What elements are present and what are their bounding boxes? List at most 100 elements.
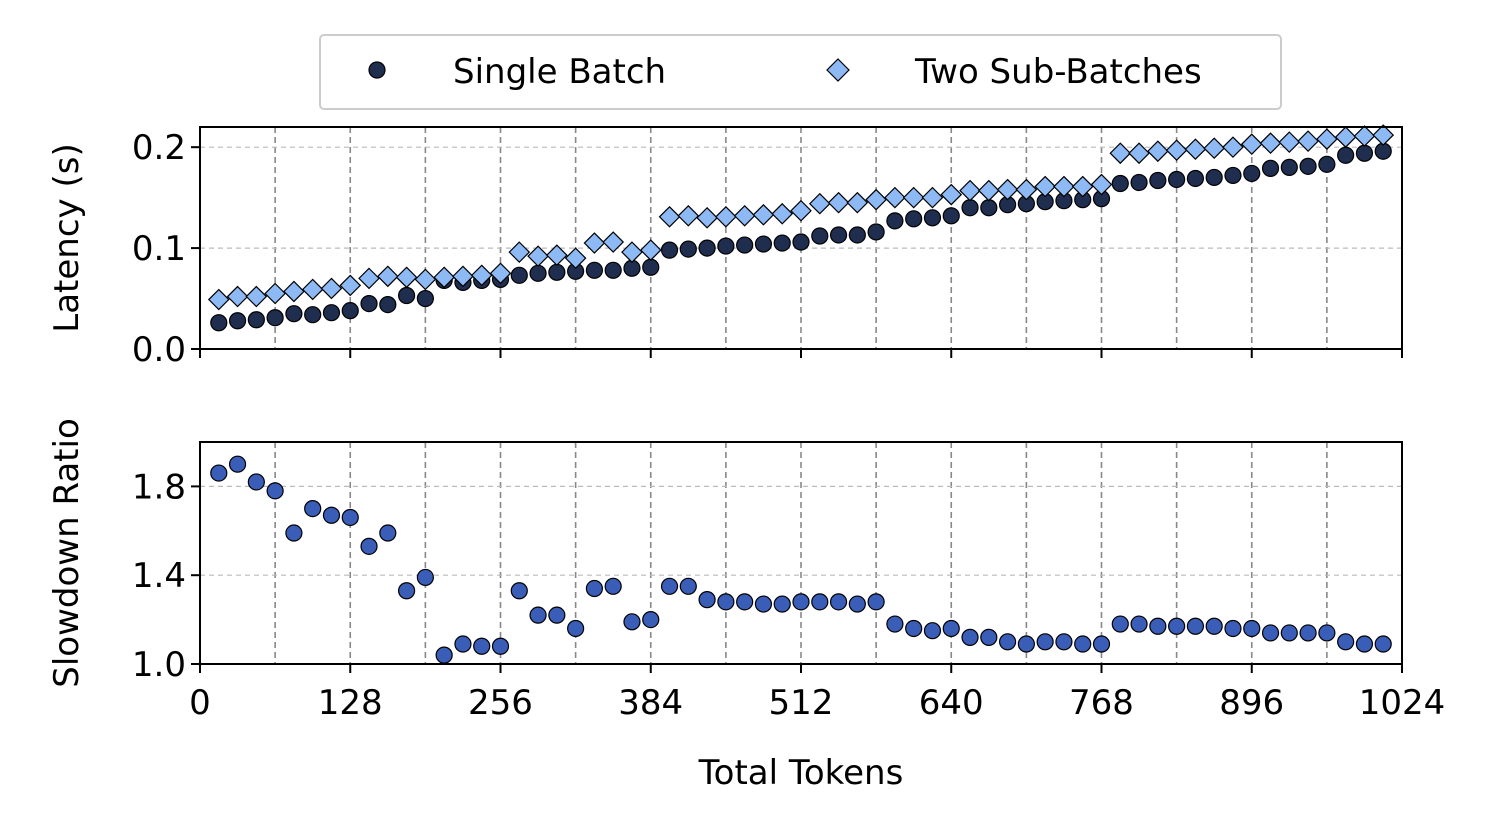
latency-point-single-batch — [1355, 144, 1374, 162]
slowdown-point-series — [1205, 617, 1223, 635]
slowdown-point-series — [1074, 635, 1092, 653]
latency-point-two-sub-batches — [1240, 133, 1263, 156]
slowdown-point-series — [341, 508, 359, 527]
slowdown-point-series — [1186, 617, 1205, 635]
latency-point-two-sub-batches — [959, 179, 981, 202]
latency-point-two-sub-batches — [376, 265, 399, 288]
slowdown-point-series — [660, 577, 679, 595]
latency-point-two-sub-batches — [940, 183, 963, 206]
slowdown-point-series — [1318, 624, 1336, 642]
latency-point-single-batch — [1224, 166, 1242, 185]
slowdown-point-series — [942, 619, 960, 638]
legend-label-two-sub-batches: Two Sub-Batches — [914, 52, 1202, 92]
slowdown-point-series — [1224, 619, 1242, 638]
latency-point-two-sub-batches — [996, 178, 1019, 201]
slowdown-point-series — [1036, 633, 1054, 651]
latency-point-two-sub-batches — [808, 192, 831, 215]
slowdown-point-series — [679, 577, 697, 595]
latency-point-single-batch — [360, 294, 378, 313]
latency-point-single-batch — [886, 212, 904, 230]
latency-point-single-batch — [341, 302, 359, 320]
latency-point-single-batch — [923, 209, 942, 227]
latency-point-single-batch — [416, 289, 434, 308]
slowdown-point-series — [1299, 624, 1317, 642]
slowdown-xtick-label: 640 — [919, 683, 984, 723]
latency-point-single-batch — [792, 233, 810, 251]
legend-box — [319, 34, 1282, 110]
slowdown-point-series — [548, 606, 566, 624]
slowdown-xtick-label: 896 — [1219, 683, 1284, 723]
latency-point-two-sub-batches — [1015, 178, 1038, 201]
latency-point-two-sub-batches — [414, 268, 437, 291]
slowdown-y-axis-title: Slowdown Ratio — [47, 418, 87, 687]
latency-point-single-batch — [642, 258, 660, 276]
latency-point-single-batch — [1337, 146, 1355, 164]
latency-point-single-batch — [322, 304, 341, 322]
latency-point-two-sub-batches — [715, 205, 737, 228]
latency-point-single-batch — [1261, 159, 1280, 177]
latency-panel: 0.0 0.1 0.2 Latency (s) — [47, 124, 1403, 370]
slowdown-point-series — [1243, 619, 1261, 638]
slowdown-point-series — [1111, 615, 1129, 633]
latency-point-two-sub-batches — [245, 285, 268, 308]
slowdown-xtick-label: 128 — [318, 683, 383, 723]
latency-point-two-sub-batches — [1146, 140, 1169, 163]
latency-point-two-sub-batches — [470, 264, 493, 287]
latency-point-two-sub-batches — [1316, 128, 1338, 150]
latency-point-two-sub-batches — [583, 232, 606, 254]
latency-point-single-batch — [228, 312, 247, 330]
latency-point-two-sub-batches — [921, 186, 944, 209]
legend-label-single-batch: Single Batch — [453, 52, 666, 92]
slowdown-point-series — [247, 473, 265, 491]
latency-point-two-sub-batches — [846, 191, 869, 214]
latency-point-two-sub-batches — [1222, 136, 1244, 159]
legend-marker-two-sub-batches — [826, 58, 850, 82]
slowdown-xtick-label: 1024 — [1359, 683, 1446, 723]
latency-point-single-batch — [848, 226, 866, 244]
slowdown-point-series — [754, 595, 773, 613]
latency-point-single-batch — [660, 241, 679, 259]
latency-point-single-batch — [604, 261, 622, 279]
latency-point-single-batch — [1280, 158, 1298, 176]
latency-point-two-sub-batches — [1184, 138, 1207, 161]
legend: Single Batch Two Sub-Batches — [319, 34, 1282, 110]
slowdown-point-series — [867, 593, 885, 611]
latency-point-single-batch — [397, 286, 416, 305]
latency-point-single-batch — [1186, 169, 1205, 188]
latency-point-single-batch — [905, 210, 923, 228]
slowdown-xtick-label: 512 — [769, 683, 834, 723]
latency-point-two-sub-batches — [1128, 142, 1150, 165]
latency-point-two-sub-batches — [1353, 125, 1376, 147]
latency-point-single-batch — [867, 223, 885, 241]
latency-point-single-batch — [698, 239, 716, 257]
latency-ytick-label: 0.0 — [132, 330, 186, 370]
latency-point-single-batch — [942, 207, 960, 225]
latency-point-two-sub-batches — [771, 202, 794, 225]
latency-point-two-sub-batches — [564, 247, 587, 270]
latency-point-two-sub-batches — [752, 203, 775, 226]
latency-ticks: 0.0 0.1 0.2 — [132, 128, 1403, 370]
latency-point-single-batch — [736, 236, 754, 254]
latency-point-two-sub-batches — [527, 245, 549, 268]
latency-point-single-batch — [379, 296, 397, 314]
latency-point-two-sub-batches — [339, 274, 362, 297]
latency-point-two-sub-batches — [602, 231, 625, 253]
latency-point-single-batch — [829, 226, 848, 244]
slowdown-point-series — [1261, 624, 1280, 642]
latency-point-single-batch — [1205, 168, 1223, 187]
latency-point-two-sub-batches — [1090, 173, 1113, 196]
latency-point-two-sub-batches — [264, 282, 286, 305]
latency-point-two-sub-batches — [489, 262, 512, 285]
latency-point-two-sub-batches — [865, 188, 887, 211]
latency-point-single-batch — [1318, 155, 1336, 173]
latency-point-two-sub-batches — [884, 186, 906, 209]
latency-ytick-label: 0.1 — [132, 229, 186, 269]
latency-point-two-sub-batches — [790, 199, 812, 222]
latency-point-two-sub-batches — [1109, 142, 1132, 165]
latency-point-single-batch — [585, 261, 604, 279]
latency-point-single-batch — [980, 199, 998, 217]
slowdown-point-series — [360, 537, 378, 555]
slowdown-point-series — [585, 579, 604, 598]
latency-point-single-batch — [1243, 164, 1261, 183]
